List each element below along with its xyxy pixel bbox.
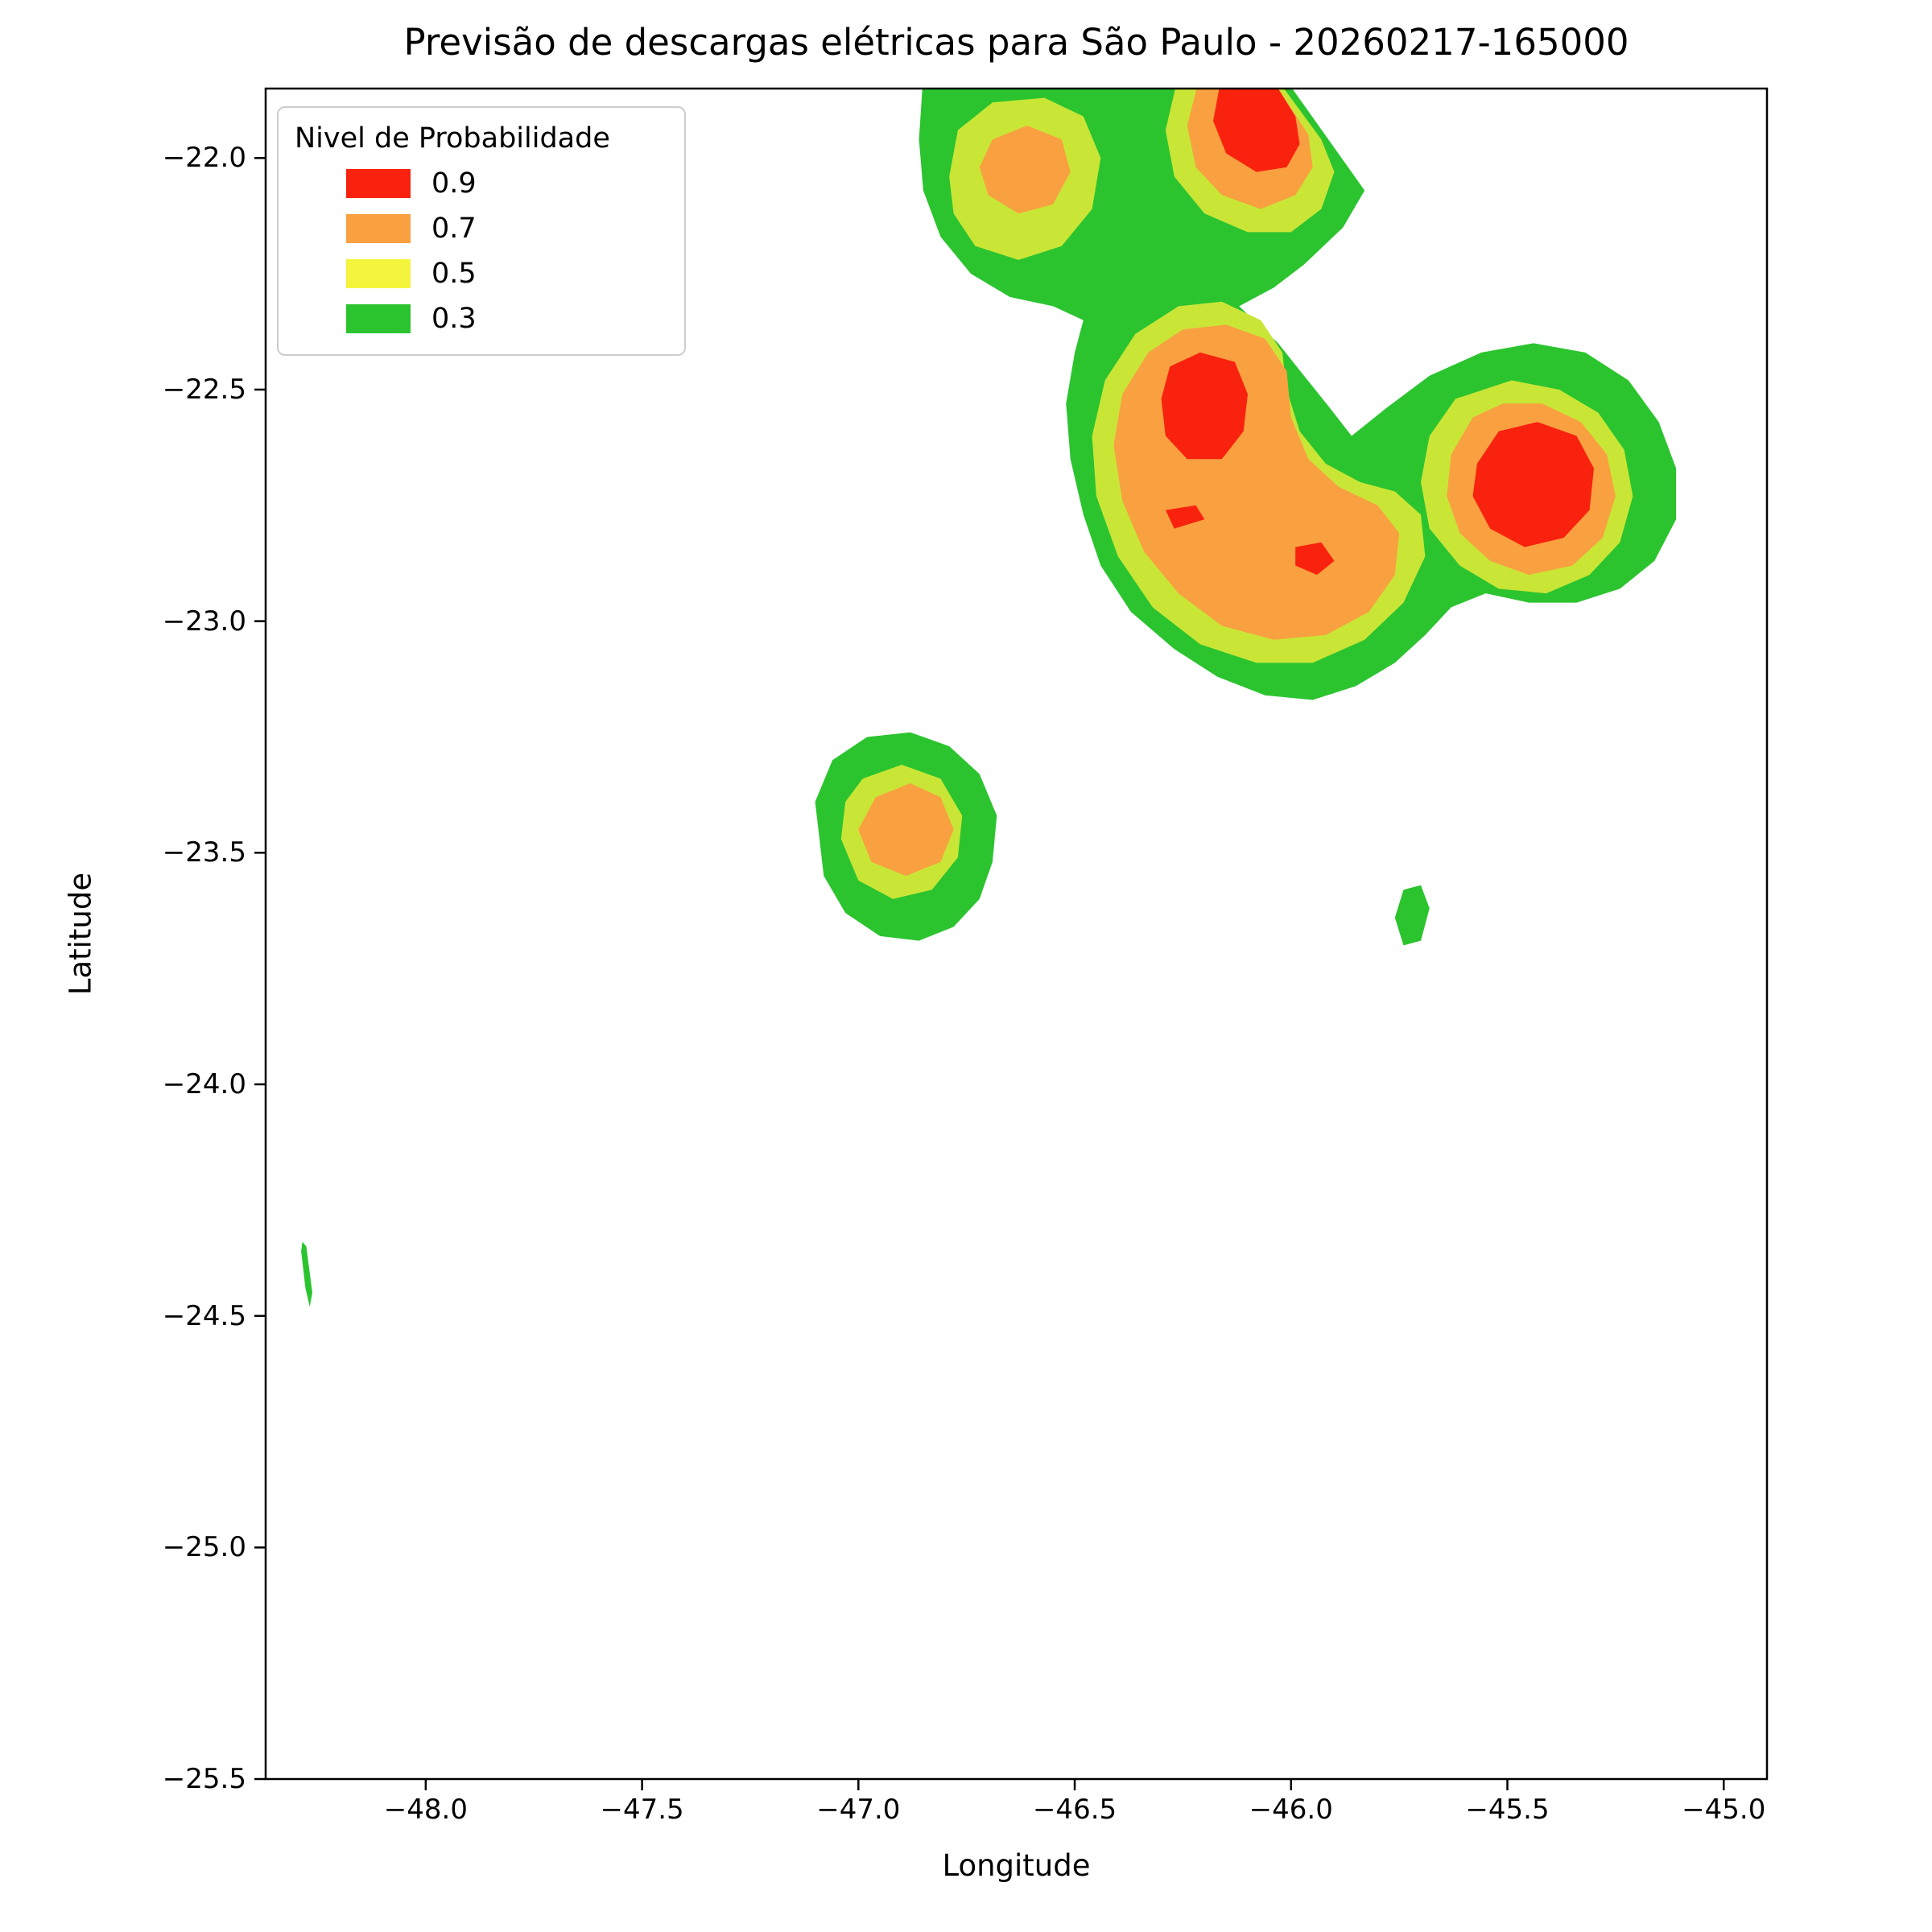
x-axis-label: Longitude	[942, 1848, 1091, 1883]
contour-region-small-speck-p0.3	[1394, 885, 1430, 946]
y-tick-label: −25.0	[162, 1531, 246, 1564]
y-tick-label: −23.0	[162, 605, 246, 638]
legend-entry: 0.5	[293, 251, 670, 296]
x-tick-label: −45.0	[1682, 1794, 1766, 1826]
legend-items: 0.9 0.7 0.5 0.3	[293, 161, 670, 341]
legend: Nivel de Probabilidade 0.9 0.7 0.5 0.3	[277, 106, 686, 356]
legend-swatch	[346, 259, 411, 288]
contour-region-top-left-core-p0.7	[979, 126, 1071, 214]
chart-title: Previsão de descargas elétricas para São…	[403, 21, 1629, 64]
y-tick-label: −22.0	[162, 142, 246, 175]
axes-border	[264, 87, 1769, 1781]
contour-region-central-lower-speck-max-p0.9	[1295, 542, 1335, 576]
legend-entry: 0.9	[293, 161, 670, 206]
legend-entry-label: 0.9	[431, 167, 477, 200]
x-tick-label: −46.0	[1249, 1794, 1333, 1826]
contour-region-top-right-max-p0.9	[1213, 89, 1300, 172]
y-tick-label: −24.0	[162, 1067, 246, 1100]
y-tick-label: −24.5	[162, 1299, 246, 1332]
legend-swatch	[346, 214, 411, 243]
y-axis-label: Latitude	[63, 872, 98, 996]
contour-region-central-sliver-max-p0.9	[1165, 505, 1205, 529]
x-tick-label: −47.0	[816, 1794, 901, 1826]
x-tick-label: −45.5	[1465, 1794, 1550, 1826]
legend-entry: 0.3	[293, 296, 670, 341]
y-tick-label: −25.5	[162, 1763, 246, 1795]
contour-region-southwest-core-p0.7	[858, 783, 954, 877]
legend-title: Nivel de Probabilidade	[295, 122, 610, 155]
legend-entry-label: 0.5	[431, 258, 477, 290]
legend-swatch	[346, 169, 411, 198]
x-tick-label: −46.5	[1032, 1794, 1117, 1826]
y-tick-label: −23.5	[162, 836, 246, 869]
x-tick-label: −48.0	[383, 1794, 468, 1826]
contour-layer	[301, 89, 1677, 1307]
legend-entry-label: 0.7	[431, 213, 477, 245]
legend-entry-label: 0.3	[431, 303, 477, 335]
x-tick-label: −47.5	[600, 1794, 684, 1826]
contour-region-central-upper-max-p0.9	[1161, 352, 1248, 460]
legend-swatch	[346, 304, 411, 333]
y-tick-label: −22.5	[162, 373, 246, 406]
legend-entry: 0.7	[293, 206, 670, 251]
contour-region-east-max-p0.9	[1472, 422, 1594, 547]
contour-region-thin-sliver-west-p0.3	[301, 1241, 312, 1307]
